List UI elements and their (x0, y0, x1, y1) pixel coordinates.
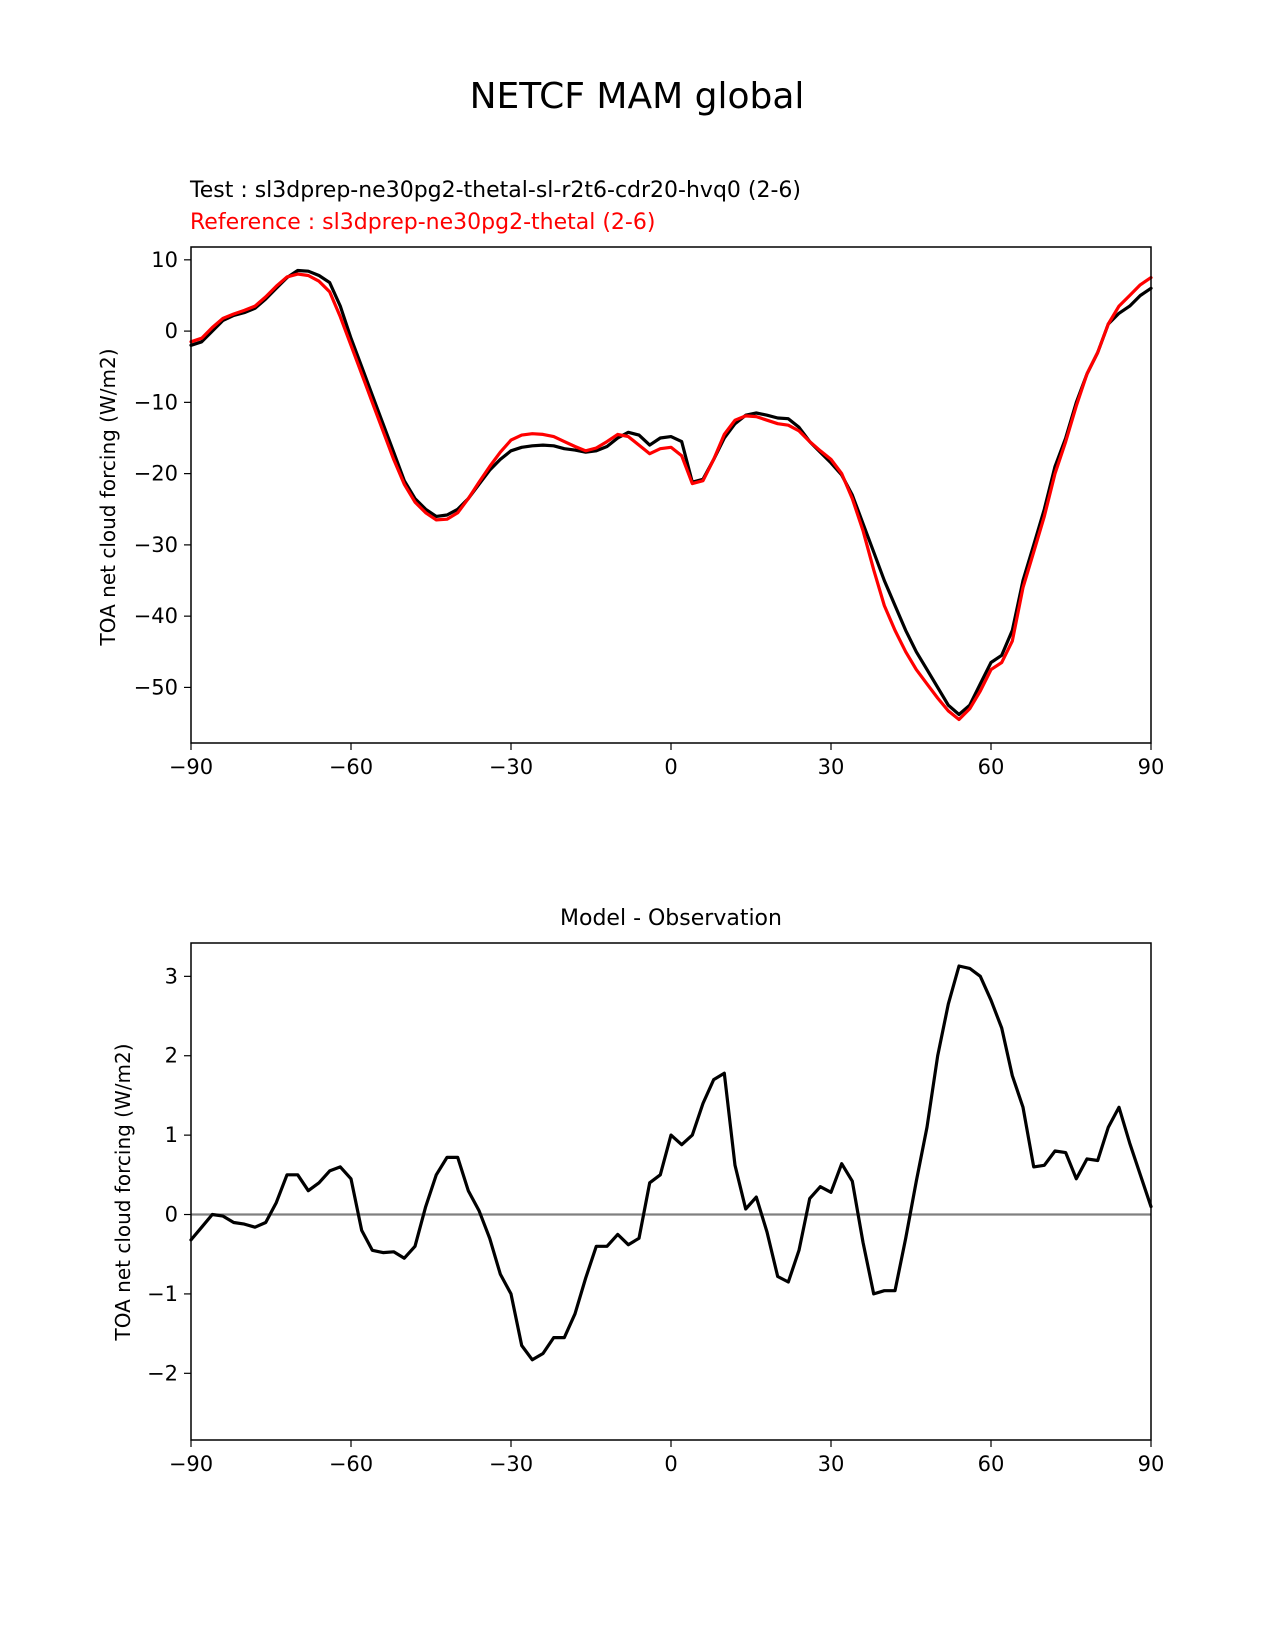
top-x-tick-label: 90 (1138, 755, 1165, 779)
top-x-tick-label: −60 (329, 755, 373, 779)
bottom-plot-marks (189, 964, 1153, 1362)
top-plot-frame (190, 246, 1152, 744)
top-y-tick-label: −10 (134, 390, 178, 414)
figure-title: NETCF MAM global (470, 76, 805, 117)
bottom-y-axis-label: TOA net cloud forcing (W/m2) (111, 1043, 135, 1341)
bottom-x-tick-label: −60 (329, 1452, 373, 1476)
top-x-tick-label: −30 (489, 755, 533, 779)
bottom-x-tick-label: 90 (1138, 1452, 1165, 1476)
reference-legend-label: Reference : sl3dprep-ne30pg2-thetal (2-6… (190, 210, 655, 235)
bottom-y-tick-label: 2 (165, 1044, 178, 1068)
top-plot-marks (189, 268, 1153, 722)
bottom-x-tick-label: −30 (489, 1452, 533, 1476)
test-legend-label: Test : sl3dprep-ne30pg2-thetal-sl-r2t6-c… (189, 178, 801, 203)
top-y-tick-label: 10 (151, 248, 178, 272)
top-x-tick-label: 30 (818, 755, 845, 779)
top-y-axis-label: TOA net cloud forcing (W/m2) (96, 348, 120, 646)
bottom-x-tick-label: 60 (978, 1452, 1005, 1476)
bottom-y-tick-label: −1 (147, 1282, 178, 1306)
top-x-tick-label: −90 (169, 755, 213, 779)
bottom-x-tick-label: 0 (664, 1452, 677, 1476)
bottom-y-tick-label: 3 (165, 964, 178, 988)
bottom-x-tick-label: −90 (169, 1452, 213, 1476)
top-series-reference (189, 272, 1153, 722)
bottom-plot-title: Model - Observation (560, 906, 782, 931)
top-y-tick-label: −30 (134, 533, 178, 557)
top-x-tick-label: 60 (978, 755, 1005, 779)
bottom-plot-ticks: −90 −60 −30 0 30 60 90 3 2 1 0 −1 −2 (147, 964, 1164, 1476)
top-y-tick-label: −20 (134, 462, 178, 486)
bottom-y-tick-label: −2 (147, 1361, 178, 1385)
bottom-y-tick-label: 0 (165, 1203, 178, 1227)
top-y-tick-label: −40 (134, 604, 178, 628)
top-plot: Test : sl3dprep-ne30pg2-thetal-sl-r2t6-c… (96, 178, 1164, 779)
top-y-tick-label: 0 (165, 319, 178, 343)
bottom-x-tick-label: 30 (818, 1452, 845, 1476)
top-x-tick-label: 0 (664, 755, 677, 779)
top-y-tick-label: −50 (134, 675, 178, 699)
top-plot-ticks: −90 −60 −30 0 30 60 90 10 0 −10 −20 −30 −40 −50 (134, 248, 1165, 779)
bottom-y-tick-label: 1 (165, 1123, 178, 1147)
bottom-plot: Model - Observation TOA net cloud forcin… (111, 906, 1164, 1476)
bottom-plot-frame (190, 942, 1152, 1441)
top-series-test (189, 268, 1153, 717)
bottom-series-model-observation (189, 964, 1153, 1362)
